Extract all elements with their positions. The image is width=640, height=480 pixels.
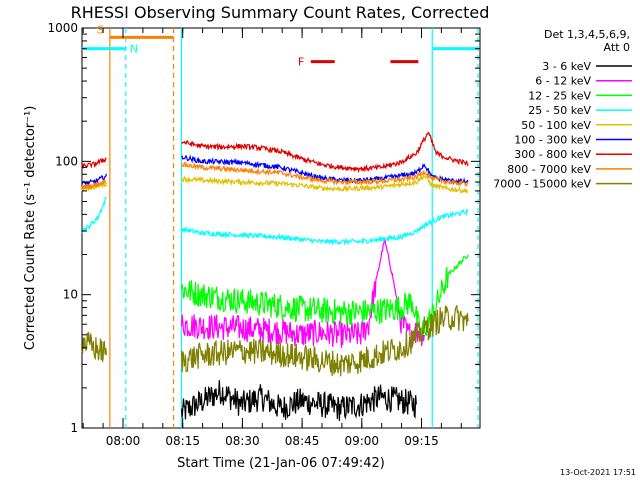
legend-label: 7000 - 15000 keV: [493, 178, 591, 191]
legend-label: 50 - 100 keV: [521, 119, 591, 132]
legend: Det 1,3,4,5,6,9, Att 0 3 - 6 keV 6 - 12 k…: [493, 28, 632, 191]
series-line-7: [81, 161, 469, 190]
y-tick-label: 10: [63, 288, 78, 302]
x-tick-label: 08:00: [106, 434, 141, 448]
series-line-8: [81, 305, 469, 377]
annotation-label: S: [97, 23, 104, 36]
series-line-1: [180, 237, 425, 348]
legend-header-line-2: Att 0: [604, 41, 630, 54]
series-line-0: [180, 380, 417, 421]
y-tick-label: 100: [55, 154, 78, 168]
footer-timestamp: 13-Oct-2021 17:51: [560, 468, 636, 477]
x-tick-label: 08:15: [165, 434, 200, 448]
legend-label: 800 - 7000 keV: [507, 163, 591, 176]
x-tick-label: 09:00: [344, 434, 379, 448]
legend-label: 100 - 300 keV: [514, 134, 591, 147]
series-layer: [81, 131, 469, 421]
y-axis-label: Corrected Count Rate (s⁻¹ detector⁻¹): [23, 106, 38, 351]
series-line-6: [81, 131, 469, 174]
series-line-2: [180, 254, 469, 341]
legend-label: 3 - 6 keV: [542, 60, 591, 73]
legend-label: 12 - 25 keV: [528, 89, 591, 102]
y-tick-label: 1: [70, 421, 78, 435]
plot-frame: [81, 27, 481, 429]
legend-label: 300 - 800 keV: [514, 148, 591, 161]
legend-label: 25 - 50 keV: [528, 104, 591, 117]
annotation-label: N: [130, 43, 138, 56]
x-axis: 08:00 08:15 08:30 08:45 09:00 09:15: [82, 28, 462, 448]
y-axis: 1 10 100 1000: [47, 21, 480, 435]
annotation-layer: S N F: [82, 23, 479, 69]
y-tick-label: 1000: [47, 21, 78, 35]
x-tick-label: 08:45: [285, 434, 320, 448]
legend-label: 6 - 12 keV: [535, 75, 591, 88]
annotation-label: F: [298, 56, 304, 69]
series-line-3: [81, 196, 469, 246]
chart-title: RHESSI Observing Summary Count Rates, Co…: [71, 3, 490, 22]
legend-header-line-1: Det 1,3,4,5,6,9,: [544, 28, 630, 41]
x-axis-label: Start Time (21-Jan-06 07:49:42): [177, 456, 385, 471]
x-tick-label: 08:30: [225, 434, 260, 448]
x-tick-label: 09:15: [404, 434, 439, 448]
